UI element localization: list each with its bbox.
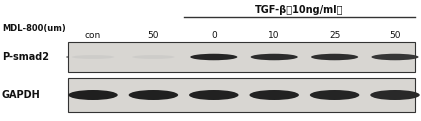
Ellipse shape: [370, 90, 420, 100]
Ellipse shape: [250, 54, 298, 60]
Ellipse shape: [190, 54, 237, 60]
Bar: [68, 42, 415, 72]
Ellipse shape: [189, 90, 239, 100]
Text: 25: 25: [329, 30, 340, 39]
Ellipse shape: [310, 90, 360, 100]
Text: 0: 0: [211, 30, 217, 39]
Text: GAPDH: GAPDH: [2, 90, 41, 100]
Text: 50: 50: [148, 30, 159, 39]
Ellipse shape: [250, 90, 299, 100]
Ellipse shape: [68, 90, 118, 100]
Ellipse shape: [311, 54, 358, 60]
Ellipse shape: [72, 55, 114, 59]
Text: 10: 10: [269, 30, 280, 39]
Ellipse shape: [371, 54, 418, 60]
Text: TGF-β（10ng/ml）: TGF-β（10ng/ml）: [255, 5, 344, 15]
Ellipse shape: [129, 90, 178, 100]
Text: con: con: [85, 30, 101, 39]
Text: MDL-800(um): MDL-800(um): [2, 24, 66, 34]
Text: 50: 50: [389, 30, 401, 39]
Bar: [68, 78, 415, 112]
Text: P-smad2: P-smad2: [2, 52, 49, 62]
Ellipse shape: [132, 55, 175, 59]
